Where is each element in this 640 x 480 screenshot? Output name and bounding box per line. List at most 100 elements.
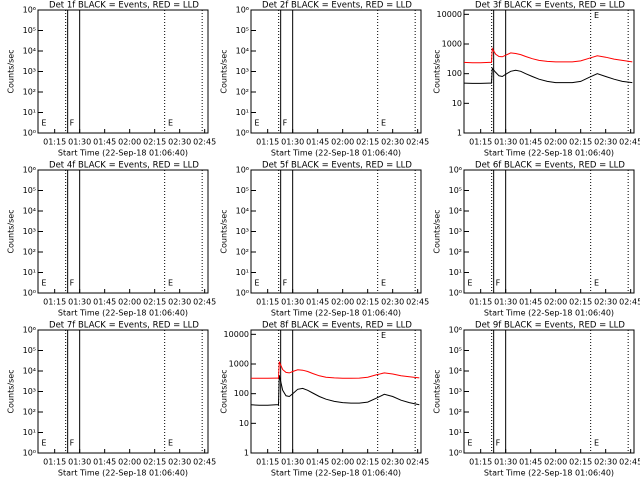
y-tick-label: 10¹ (236, 108, 249, 117)
event-label: E (168, 439, 173, 448)
plot-frame (250, 169, 422, 294)
x-tick-label: 02:15 (356, 298, 379, 307)
x-tick-label: 01:45 (93, 138, 116, 147)
x-tick-label: 01:15 (256, 458, 279, 467)
y-tick-label: 10⁵ (23, 26, 36, 35)
y-tick-label: 10³ (23, 67, 36, 76)
x-tick-label: 02:30 (168, 458, 191, 467)
x-axis-label: Start Time (22-Sep-18 01:06:40) (271, 309, 401, 318)
x-tick-label: 02:45 (193, 458, 216, 467)
y-tick-label: 1 (457, 129, 462, 138)
y-tick-label: 10⁵ (449, 186, 462, 195)
x-tick-label: 01:30 (68, 458, 91, 467)
y-tick-label: 10⁰ (23, 449, 36, 458)
x-axis-label: Start Time (22-Sep-18 01:06:40) (58, 309, 188, 318)
event-label: E (254, 279, 259, 288)
x-tick-label: 02:30 (381, 138, 404, 147)
x-tick-label: 01:45 (306, 138, 329, 147)
x-tick-label: 02:30 (381, 298, 404, 307)
event-label: E (168, 119, 173, 128)
y-axis-label: Counts/sec (7, 209, 16, 253)
series-line (251, 361, 420, 379)
x-tick-label: 02:45 (406, 138, 429, 147)
x-tick-label: 02:30 (594, 298, 617, 307)
x-tick-label: 02:00 (544, 298, 567, 307)
x-tick-label: 01:30 (68, 298, 91, 307)
event-label: E (381, 331, 386, 340)
plot-frame (463, 9, 635, 134)
event-label: E (467, 439, 472, 448)
y-tick-label: 10⁰ (236, 289, 249, 298)
y-tick-label: 1000 (229, 360, 249, 369)
x-tick-label: 02:00 (331, 138, 354, 147)
x-tick-label: 02:45 (619, 138, 640, 147)
y-tick-label: 10³ (449, 227, 462, 236)
x-tick-label: 02:45 (193, 138, 216, 147)
x-axis-label: Start Time (22-Sep-18 01:06:40) (58, 469, 188, 478)
y-tick-label: 100 (447, 69, 462, 78)
chart-title: Det 8f BLACK = Events, RED = LLD (262, 321, 412, 331)
event-label: F (496, 279, 501, 288)
event-label: E (467, 279, 472, 288)
y-tick-label: 10⁴ (236, 207, 249, 216)
event-label: E (41, 119, 46, 128)
x-axis-label: Start Time (22-Sep-18 01:06:40) (484, 149, 614, 158)
y-axis-label: Counts/sec (433, 49, 442, 93)
x-tick-label: 02:00 (118, 138, 141, 147)
x-tick-label: 01:15 (43, 458, 66, 467)
y-axis-label: Counts/sec (7, 49, 16, 93)
x-tick-label: 01:30 (494, 138, 517, 147)
y-tick-label: 100 (234, 389, 249, 398)
y-tick-label: 10⁴ (236, 47, 249, 56)
chart-title: Det 3f BLACK = Events, RED = LLD (475, 1, 625, 11)
y-tick-label: 10⁴ (449, 367, 462, 376)
chart-title: Det 6f BLACK = Events, RED = LLD (475, 161, 625, 171)
y-tick-label: 10⁵ (449, 346, 462, 355)
x-tick-label: 01:45 (306, 458, 329, 467)
plot-frame (37, 9, 209, 134)
y-axis-label: Counts/sec (433, 369, 442, 413)
y-tick-label: 10⁴ (23, 207, 36, 216)
y-tick-label: 10¹ (23, 428, 36, 437)
chart-title: Det 2f BLACK = Events, RED = LLD (262, 1, 412, 11)
x-tick-label: 02:45 (619, 298, 640, 307)
y-tick-label: 10 (239, 419, 249, 428)
plot-frame (250, 9, 422, 134)
y-tick-label: 1000 (442, 40, 462, 49)
y-tick-label: 10000 (224, 330, 249, 339)
x-tick-label: 02:30 (381, 458, 404, 467)
y-tick-label: 10⁵ (23, 346, 36, 355)
event-label: E (41, 279, 46, 288)
y-tick-label: 10⁵ (236, 26, 249, 35)
y-axis-label: Counts/sec (7, 369, 16, 413)
x-tick-label: 01:45 (93, 298, 116, 307)
x-tick-label: 01:30 (68, 138, 91, 147)
x-tick-label: 01:15 (43, 298, 66, 307)
y-tick-label: 10⁴ (23, 367, 36, 376)
y-tick-label: 10⁶ (236, 166, 249, 175)
event-label: E (594, 11, 599, 20)
plot-frame (37, 169, 209, 294)
chart-title: Det 5f BLACK = Events, RED = LLD (262, 161, 412, 171)
x-tick-label: 01:45 (93, 458, 116, 467)
event-label: F (496, 439, 501, 448)
y-tick-label: 10¹ (23, 268, 36, 277)
y-tick-label: 10 (452, 99, 462, 108)
x-tick-label: 02:00 (118, 298, 141, 307)
x-axis-label: Start Time (22-Sep-18 01:06:40) (58, 149, 188, 158)
y-tick-label: 10³ (23, 387, 36, 396)
event-label: F (70, 279, 75, 288)
event-label: E (41, 439, 46, 448)
x-axis-label: Start Time (22-Sep-18 01:06:40) (271, 469, 401, 478)
y-tick-label: 10³ (236, 227, 249, 236)
y-tick-label: 10⁰ (23, 129, 36, 138)
x-tick-label: 02:45 (406, 458, 429, 467)
x-axis-label: Start Time (22-Sep-18 01:06:40) (484, 469, 614, 478)
x-tick-label: 02:15 (356, 138, 379, 147)
y-tick-label: 10⁶ (23, 326, 36, 335)
y-tick-label: 10¹ (449, 268, 462, 277)
chart-title: Det 9f BLACK = Events, RED = LLD (475, 321, 625, 331)
y-tick-label: 10⁰ (449, 449, 462, 458)
y-tick-label: 10⁰ (236, 129, 249, 138)
